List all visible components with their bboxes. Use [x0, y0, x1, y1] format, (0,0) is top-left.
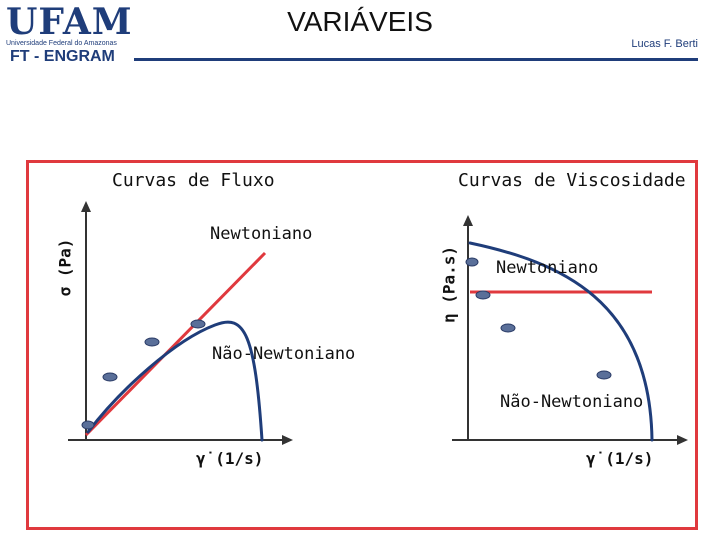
left-y-arrow — [81, 201, 91, 212]
data-marker — [144, 337, 160, 347]
department-label: FT - ENGRAM — [10, 48, 115, 65]
data-marker — [500, 323, 516, 333]
left-y-axis-label: σ (Pa) — [55, 238, 75, 297]
left-x-arrow — [282, 435, 293, 445]
right-x-arrow — [677, 435, 688, 445]
viscosity-curve — [468, 241, 654, 442]
logo-subtitle: Universidade Federal do Amazonas — [6, 40, 117, 47]
newtonian-label-right: Newtoniano — [496, 258, 599, 278]
data-marker — [81, 420, 95, 430]
diagram-frame — [26, 160, 698, 530]
right-y-arrow — [463, 215, 473, 226]
author-name: Lucas F. Berti — [631, 38, 698, 50]
data-marker — [102, 372, 118, 382]
data-marker — [190, 319, 206, 329]
newtonian-line — [84, 251, 267, 437]
viscosity-curves-heading: Curvas de Viscosidade — [458, 170, 686, 191]
left-x-axis-label: γ̇ (1/s) — [196, 449, 264, 468]
flow-curves-heading: Curvas de Fluxo — [112, 170, 275, 191]
data-marker — [475, 290, 491, 300]
data-marker — [465, 257, 479, 267]
ufam-logo: UFAM — [6, 1, 133, 43]
right-y-axis-label: η (Pa.s) — [439, 245, 459, 324]
flow-curve — [86, 320, 264, 442]
non-newtonian-label-left: Não-Newtoniano — [212, 344, 356, 364]
right-x-axis-label: γ̇ (1/s) — [586, 449, 654, 468]
newtonian-label-left: Newtoniano — [210, 224, 313, 244]
header-rule — [134, 58, 698, 61]
page-title: VARIÁVEIS — [287, 6, 433, 37]
non-newtonian-label-right: Não-Newtoniano — [500, 392, 644, 412]
data-marker — [596, 370, 612, 380]
